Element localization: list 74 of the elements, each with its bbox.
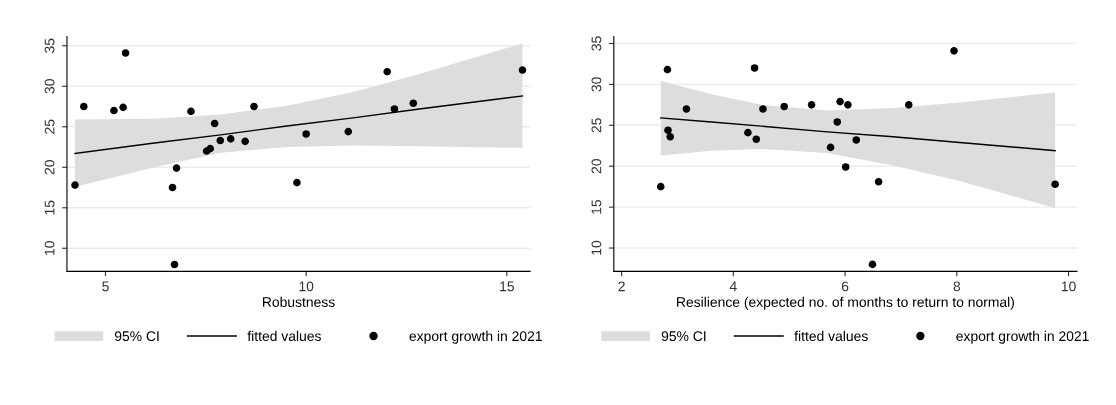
legend-label: export growth in 2021: [409, 330, 542, 344]
point: [226, 135, 235, 143]
point: [71, 181, 79, 189]
point: [168, 183, 177, 192]
point: [904, 101, 913, 109]
y-tick-label: 10: [44, 241, 55, 255]
y-tick-label: 30: [44, 79, 55, 94]
legend-label: export growth in 2021: [956, 330, 1089, 344]
x-tick-label: 2: [618, 281, 625, 292]
point: [344, 127, 353, 136]
x-tick-label: 5: [102, 281, 109, 292]
point: [187, 107, 195, 116]
point: [241, 137, 249, 146]
point: [172, 164, 181, 172]
point: [826, 143, 835, 152]
x-tick-label: 10: [1061, 281, 1076, 292]
point: [750, 64, 759, 72]
point: [121, 49, 130, 57]
point: [874, 177, 883, 186]
point: [210, 119, 219, 128]
point: [302, 130, 310, 138]
point: [250, 102, 258, 111]
x-tick-label: 6: [841, 281, 849, 292]
point: [409, 99, 418, 108]
point: [383, 67, 392, 76]
point: [950, 47, 958, 55]
point: [833, 118, 842, 126]
point: [206, 144, 215, 153]
point: [663, 65, 672, 74]
point: [656, 182, 665, 191]
point: [868, 260, 877, 269]
point: [836, 97, 844, 106]
y-tick-label: 30: [591, 77, 602, 92]
point: [841, 163, 850, 171]
x-tick-label: 10: [299, 281, 314, 292]
point: [682, 105, 691, 113]
text: 95% CI: [661, 331, 706, 342]
y-tick-label: 25: [44, 119, 55, 134]
point: [664, 126, 672, 135]
y-tick-label: 15: [591, 199, 602, 214]
point: [852, 136, 861, 144]
y-tick-label: 20: [44, 160, 55, 175]
point: [216, 136, 225, 145]
point: [119, 103, 127, 112]
x-tick-label: 4: [729, 281, 737, 292]
point: [170, 260, 179, 269]
y-tick-label: 10: [591, 240, 602, 255]
y-tick-label: 35: [591, 36, 602, 51]
point: [518, 66, 527, 74]
point: [390, 105, 399, 113]
x-tick-label: 15: [500, 281, 514, 292]
y-tick-label: 25: [591, 118, 602, 133]
point: [1051, 180, 1059, 189]
point: [759, 105, 767, 113]
point: [80, 102, 88, 111]
x-axis-title: Resilience (expected no. of months to return to normal): [677, 296, 1014, 310]
line-series: [660, 117, 1056, 152]
point: [780, 102, 788, 111]
legend-label: fitted values: [247, 330, 321, 342]
text: 95% CI: [114, 331, 159, 342]
point: [744, 128, 752, 137]
y-tick-label: 15: [44, 200, 55, 215]
x-tick-label: 8: [953, 281, 961, 292]
point: [293, 178, 301, 187]
point: [844, 101, 852, 109]
y-tick-label: 35: [44, 38, 55, 53]
point: [666, 132, 675, 141]
line-series: [74, 95, 524, 155]
point: [752, 135, 761, 144]
point: [807, 101, 816, 109]
legend-label: fitted values: [794, 330, 868, 342]
x-axis-title: Robustness: [263, 296, 335, 307]
point: [110, 106, 118, 115]
y-tick-label: 20: [591, 159, 602, 174]
